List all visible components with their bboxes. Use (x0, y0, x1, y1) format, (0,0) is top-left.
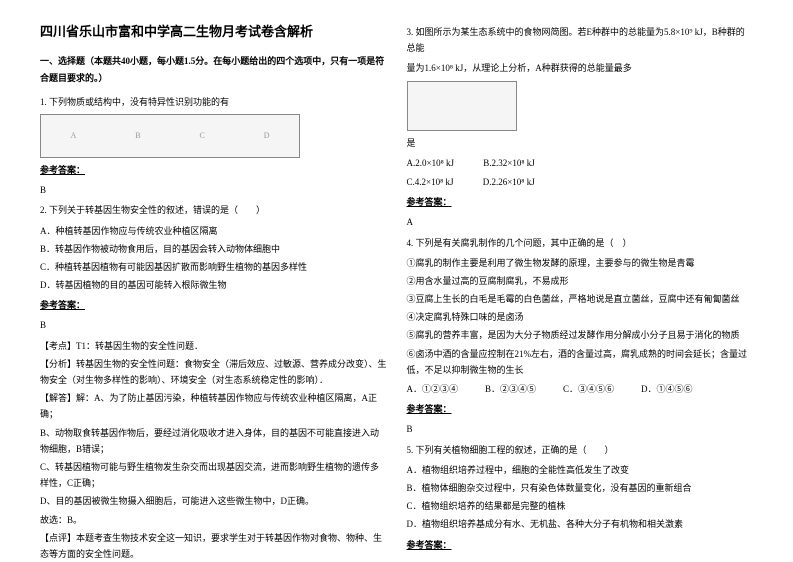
q3-opts-row2: C.4.2×10⁸ kJ D.2.26×10⁸ kJ (407, 174, 754, 190)
section-1-head: 一、选择题（本题共40小题，每小题1.5分。在每小题给出的四个选项中，只有一项是… (40, 53, 387, 85)
q2-dianping: 【点评】本题考查生物技术安全这一知识，要求学生对于转基因作物对食物、物种、生态等… (40, 530, 387, 562)
q3-figure (407, 81, 517, 131)
q1-ans-label: 参考答案： (40, 162, 387, 178)
q3-ans-label: 参考答案： (407, 194, 754, 210)
q4-s4: ④决定腐乳特殊口味的是卤汤 (407, 309, 754, 325)
q2-opt-a: A．种植转基因作物应与传统农业种植区隔离 (40, 223, 387, 239)
q1-label-d: D (264, 129, 270, 143)
q2-jd2: B、动物取食转基因作物后，要经过消化吸收才进入身体，目的基因不可能直接进入动物细… (40, 425, 387, 457)
q4-s6: ⑥卤汤中酒的含量应控制在21%左右，酒的含量过高，腐乳成熟的时间会延长；含量过低… (407, 346, 754, 378)
q3-opt-a: A.2.0×10⁸ kJ (407, 158, 454, 168)
q5-opt-c: C．植物组织培养的结果都是完整的植株 (407, 498, 754, 514)
q2-ans: B (40, 317, 387, 333)
q2-jd5: 故选：B。 (40, 512, 387, 528)
q3-opt-c: C.4.2×10⁸ kJ (407, 177, 454, 187)
q2-jd1: 【解答】解：A、为了防止基因污染，种植转基因作物应与传统农业种植区隔离，A正确； (40, 390, 387, 422)
q4-s1: ①腐乳的制作主要是利用了微生物发酵的原理，主要参与的微生物是青霉 (407, 255, 754, 271)
q5-stem: 5. 下列有关植物细胞工程的叙述，正确的是（ ） (407, 442, 754, 458)
exam-title: 四川省乐山市富和中学高二生物月考试卷含解析 (40, 20, 387, 43)
q2-opt-b: B．转基因作物被动物食用后，目的基因会转入动物体细胞中 (40, 241, 387, 257)
q4-opts: A．①②③④ B．②③④⑤ C．③④⑤⑥ D．①④⑤⑥ (407, 381, 754, 397)
q1-label-c: C (199, 129, 204, 143)
q2-stem: 2. 下列关于转基因生物安全性的叙述，错误的是（ ） (40, 202, 387, 218)
q4-ans: B (407, 421, 754, 437)
q2-fenxi: 【分析】转基因生物的安全性问题：食物安全（滞后效应、过敏源、营养成分改变）、生物… (40, 356, 387, 388)
q4-s2: ②用含水量过高的豆腐制腐乳，不易成形 (407, 273, 754, 289)
q2-kaodian: 【考点】T1：转基因生物的安全性问题． (40, 338, 387, 354)
q2-jd3: C、转基因植物可能与野生植物发生杂交而出现基因交流，进而影响野生植物的遗传多样性… (40, 459, 387, 491)
q3-opt-b: B.2.32×10⁸ kJ (483, 158, 534, 168)
q3-opts-row1: A.2.0×10⁸ kJ B.2.32×10⁸ kJ (407, 155, 754, 171)
q4-stem: 4. 下列是有关腐乳制作的几个问题，其中正确的是（ ） (407, 235, 754, 251)
q1-label-b: B (135, 129, 140, 143)
q1-label-a: A (70, 129, 76, 143)
q1-stem: 1. 下列物质或结构中，没有特异性识别功能的有 (40, 94, 387, 110)
q5-opt-b: B．植物体细胞杂交过程中，只有染色体数量变化，没有基因的重新组合 (407, 480, 754, 496)
q3-stem1: 3. 如图所示为某生态系统中的食物网简图。若E种群中的总能量为5.8×10⁹ k… (407, 24, 754, 56)
q2-ans-label: 参考答案： (40, 297, 387, 313)
q4-s5: ⑤腐乳的营养丰富，是因为大分子物质经过发酵作用分解成小分子且易于消化的物质 (407, 327, 754, 343)
q3-ans: A (407, 214, 754, 230)
q3-stem3: 是 (407, 135, 754, 151)
q5-opt-d: D．植物组织培养基成分有水、无机盐、各种大分子有机物和相关激素 (407, 516, 754, 532)
q2-opt-d: D．转基因植物的目的基因可能转入根际微生物 (40, 277, 387, 293)
q2-opt-c: C．种植转基因植物有可能因基因扩散而影响野生植物的基因多样性 (40, 259, 387, 275)
q4-ans-label: 参考答案： (407, 401, 754, 417)
q3-opt-d: D.2.26×10⁸ kJ (483, 177, 535, 187)
right-column: 3. 如图所示为某生态系统中的食物网简图。若E种群中的总能量为5.8×10⁹ k… (397, 20, 764, 541)
q1-figure: A B C D (40, 114, 300, 158)
left-column: 四川省乐山市富和中学高二生物月考试卷含解析 一、选择题（本题共40小题，每小题1… (30, 20, 397, 541)
q5-ans-label: 参考答案： (407, 537, 754, 553)
q3-stem2: 量为1.6×10⁸ kJ，从理论上分析，A种群获得的总能量最多 (407, 60, 754, 76)
q5-opt-a: A．植物组织培养过程中，细胞的全能性高低发生了改变 (407, 462, 754, 478)
q1-ans: B (40, 182, 387, 198)
q4-s3: ③豆腐上生长的白毛是毛霉的白色菌丝，严格地说是直立菌丝，豆腐中还有匍匐菌丝 (407, 291, 754, 307)
q2-jd4: D、目的基因被微生物摄入细胞后，可能进入这些微生物中，D正确。 (40, 493, 387, 509)
